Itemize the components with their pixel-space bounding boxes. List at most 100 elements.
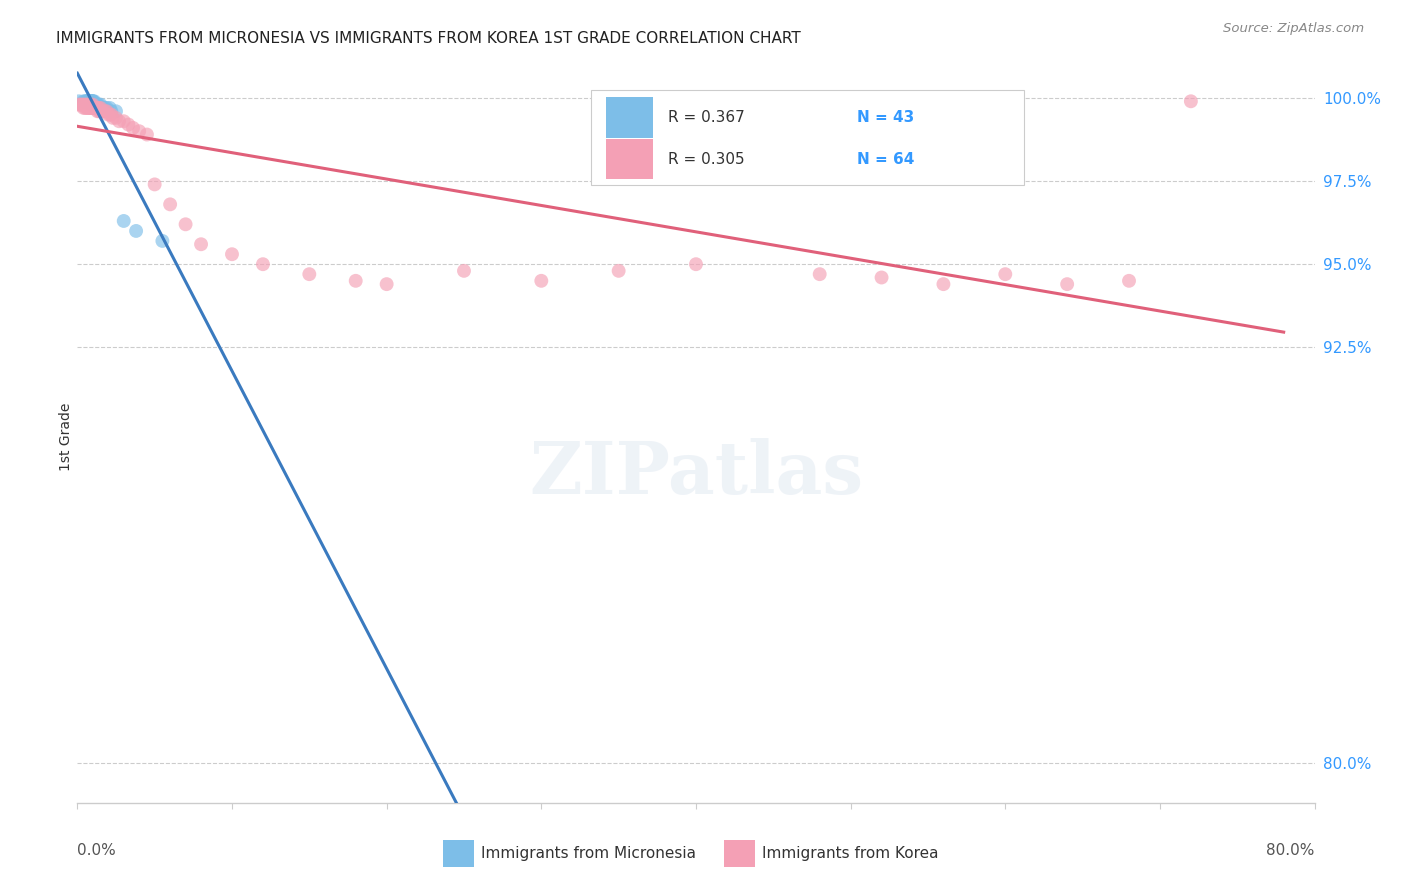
Y-axis label: 1st Grade: 1st Grade <box>59 403 73 471</box>
Point <box>76 101 98 115</box>
Text: Source: ZipAtlas.com: Source: ZipAtlas.com <box>1223 22 1364 36</box>
Point <box>685 257 707 271</box>
Point <box>159 197 181 211</box>
Point <box>112 114 135 128</box>
Point <box>136 128 159 142</box>
Point <box>117 118 139 132</box>
Point <box>67 95 90 109</box>
Point <box>80 95 103 109</box>
Point <box>75 95 96 109</box>
Point <box>90 101 112 115</box>
FancyBboxPatch shape <box>591 90 1024 185</box>
Point <box>83 101 105 115</box>
Point <box>1056 277 1078 292</box>
Point <box>994 267 1017 281</box>
Point <box>94 101 117 115</box>
Text: R = 0.305: R = 0.305 <box>668 152 744 167</box>
Point <box>932 277 955 292</box>
Point <box>174 217 197 231</box>
Point <box>125 224 148 238</box>
Point <box>77 101 100 115</box>
Point <box>82 97 104 112</box>
Point <box>100 104 122 119</box>
Point <box>77 101 100 115</box>
Point <box>72 95 94 109</box>
Point <box>607 264 630 278</box>
Point <box>79 97 101 112</box>
Point <box>76 95 98 109</box>
Point <box>90 97 112 112</box>
Point <box>808 267 831 281</box>
Point <box>101 111 124 125</box>
FancyBboxPatch shape <box>606 139 652 179</box>
Point <box>870 270 893 285</box>
Point <box>80 97 103 112</box>
Text: N = 43: N = 43 <box>856 110 914 125</box>
Point <box>67 97 90 112</box>
Point <box>86 101 108 115</box>
Point <box>97 107 120 121</box>
Point <box>80 101 103 115</box>
Point <box>90 104 112 119</box>
Point <box>93 104 115 119</box>
Point <box>80 95 103 109</box>
Point <box>84 97 107 112</box>
Point <box>72 101 94 115</box>
Point <box>108 114 131 128</box>
Point <box>80 97 103 112</box>
Point <box>221 247 243 261</box>
Point <box>72 97 94 112</box>
Point <box>98 107 121 121</box>
Point <box>298 267 321 281</box>
Point <box>83 95 105 109</box>
Point <box>105 111 128 125</box>
Point <box>98 101 121 115</box>
Point <box>530 274 553 288</box>
Point <box>128 124 150 138</box>
Point <box>375 277 398 292</box>
Point <box>91 101 114 115</box>
Point <box>82 95 104 109</box>
Text: 80.0%: 80.0% <box>1267 843 1315 858</box>
Point <box>152 234 174 248</box>
Point <box>80 95 103 109</box>
Point <box>112 214 135 228</box>
Point <box>70 97 93 112</box>
Point <box>76 95 98 109</box>
Text: IMMIGRANTS FROM MICRONESIA VS IMMIGRANTS FROM KOREA 1ST GRADE CORRELATION CHART: IMMIGRANTS FROM MICRONESIA VS IMMIGRANTS… <box>56 31 801 46</box>
Text: Immigrants from Micronesia: Immigrants from Micronesia <box>481 847 696 861</box>
Point <box>453 264 475 278</box>
Point <box>79 95 101 109</box>
Point <box>83 97 105 112</box>
Text: 0.0%: 0.0% <box>77 843 117 858</box>
Point <box>84 101 107 115</box>
Point <box>1118 274 1140 288</box>
Point <box>77 95 100 109</box>
Point <box>77 95 100 109</box>
Point <box>76 97 98 112</box>
Point <box>93 101 115 115</box>
Point <box>87 104 110 119</box>
Point <box>96 104 118 119</box>
Point <box>87 101 110 115</box>
Point <box>75 97 96 112</box>
Point <box>82 95 104 109</box>
Point <box>105 104 128 119</box>
Point <box>91 104 114 119</box>
Point <box>84 101 107 115</box>
Point <box>143 178 166 192</box>
Point <box>79 101 101 115</box>
Point <box>79 95 101 109</box>
FancyBboxPatch shape <box>606 97 652 137</box>
Point <box>83 101 105 115</box>
Point <box>122 120 145 135</box>
Point <box>80 95 103 109</box>
Point <box>91 101 114 115</box>
Point <box>100 107 122 121</box>
Text: ZIPatlas: ZIPatlas <box>529 438 863 509</box>
Text: R = 0.367: R = 0.367 <box>668 110 744 125</box>
Point <box>86 104 108 119</box>
Point <box>82 95 104 109</box>
Point <box>87 101 110 115</box>
Point <box>79 95 101 109</box>
